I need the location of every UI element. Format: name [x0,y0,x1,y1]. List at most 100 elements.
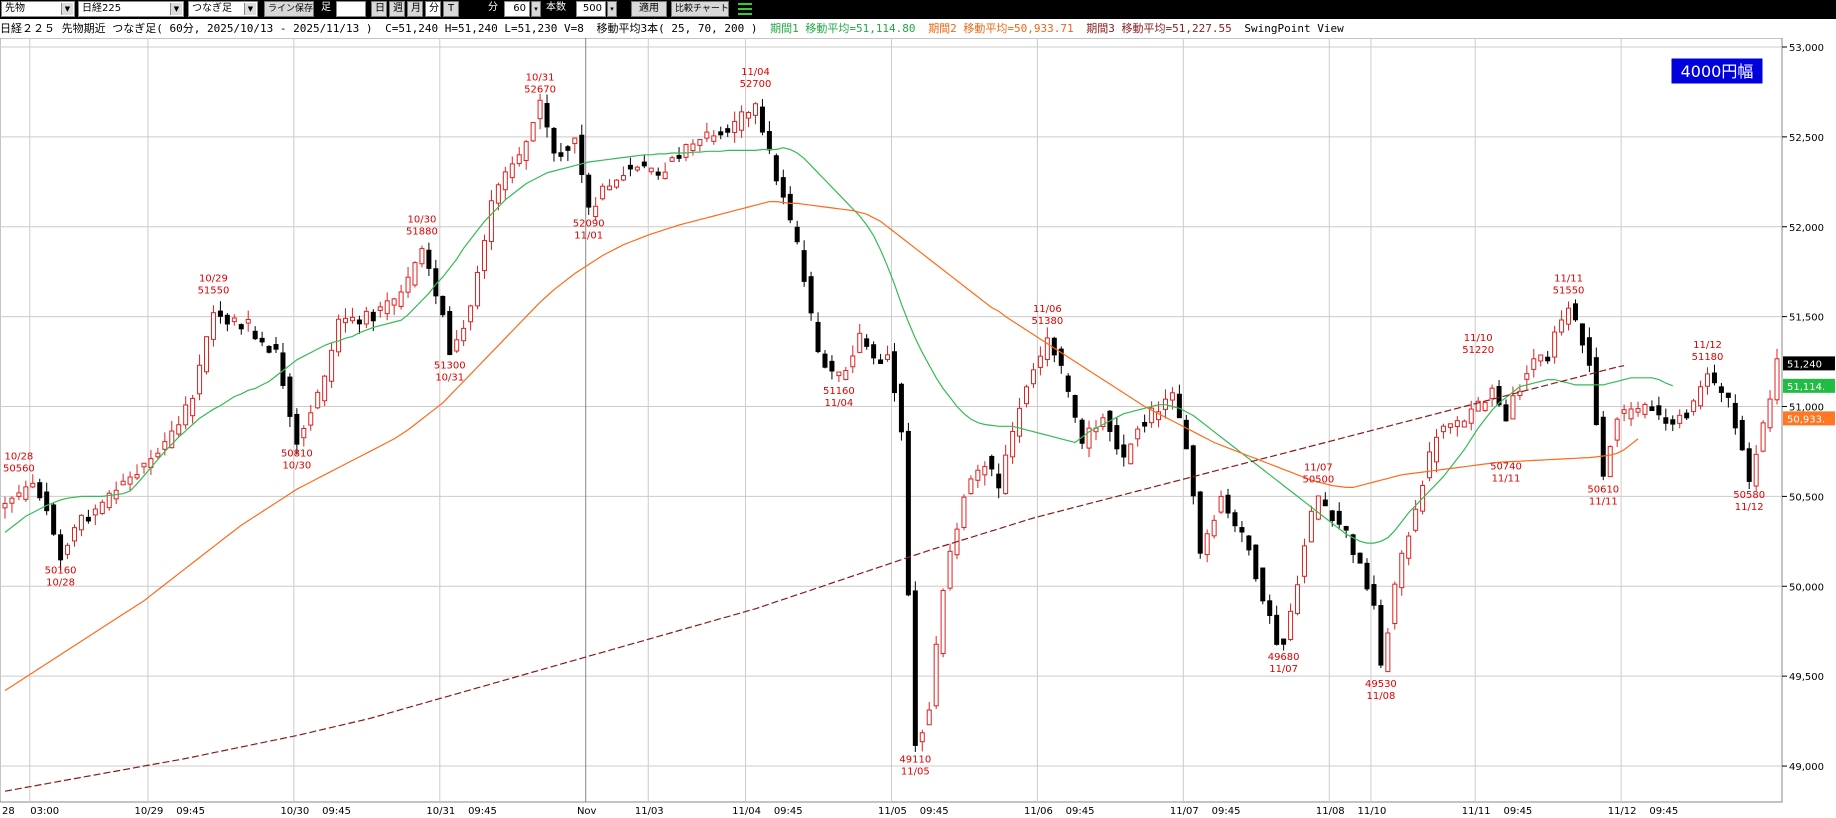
ma3-line [4,365,1625,792]
x-tick-label: 28 [2,806,15,817]
candle [1371,584,1377,606]
candle [641,161,647,167]
candle [127,476,133,485]
candle [523,141,529,162]
candle [30,482,36,488]
candle [1593,357,1599,426]
foot-field[interactable] [336,1,366,17]
minutes-spin-icon[interactable]: ▾ [531,1,541,17]
swing-date: 11/11 [1492,473,1521,484]
compare-chart-button[interactable]: 比較チャート [671,1,729,17]
x-tick-label: 11/08 [1316,806,1345,817]
candle [176,424,182,435]
minutes-field[interactable]: 60 [504,1,530,17]
candle [1468,408,1474,424]
candle [23,486,29,500]
x-tick-label: 11/05 [878,806,907,817]
y-tick-label: 50,000 [1789,582,1824,593]
count-spin-icon[interactable]: ▾ [607,1,617,17]
candle [1718,386,1724,393]
x-tick-label: 09:45 [1503,806,1532,817]
swing-price: 51180 [1692,352,1724,363]
swing-price: 49680 [1268,652,1300,663]
candle [1677,414,1683,424]
candle [1496,386,1502,406]
candle [44,491,50,512]
candle [301,427,307,439]
candle [551,127,557,154]
candle [461,327,467,342]
x-tick-label: 10/30 [280,806,309,817]
candle [155,452,161,458]
candle [1656,405,1662,416]
price-chart[interactable]: 49,000 49,500 50,000 50,500 51,000 51,500 52,0… [0,38,1836,818]
candle [558,152,564,157]
candle [537,99,543,120]
period-minute-button[interactable]: 分 [425,1,441,17]
y-tick-label: 52,000 [1789,223,1824,234]
candle [1322,499,1328,507]
candle [1475,400,1481,412]
x-tick-label: 11/10 [1358,806,1387,817]
candle [1176,393,1182,419]
x-tick-label: 09:45 [774,806,803,817]
swing-price: 49110 [899,754,931,765]
swing-date: 11/01 [574,231,603,242]
candle [607,185,613,191]
swing-date: 10/28 [4,452,33,463]
settings-icon[interactable] [736,1,754,17]
candle [579,134,585,175]
save-line-button[interactable]: ライン保存 [264,1,314,17]
candle [1072,395,1078,418]
period-month-button[interactable]: 月 [407,1,423,17]
contract-value: 日経225 [82,3,122,14]
swing-date: 11/07 [1269,664,1298,675]
candle [336,318,342,353]
contract-select[interactable]: 日経225 ▼ [78,1,184,17]
candle [565,146,571,151]
swing-price: 52090 [573,219,605,230]
candle [1121,444,1127,458]
candle [586,174,592,208]
candle [836,371,842,377]
foot-label: 足 [321,2,331,13]
period-day-button[interactable]: 日 [371,1,387,17]
period-week-button[interactable]: 週 [389,1,405,17]
candle [690,143,696,151]
candle [1183,419,1189,450]
apply-button[interactable]: 適用 [631,1,667,17]
candle [669,157,675,162]
candle [1586,337,1592,366]
candle [1447,423,1453,428]
candle [600,185,606,200]
candle [1128,443,1134,465]
instrument-select[interactable]: 先物 ▼ [1,1,75,17]
swing-date: 11/04 [741,67,770,78]
x-tick-label: 09:45 [1649,806,1678,817]
candle [968,478,974,495]
swing-price: 51550 [198,286,230,297]
candle [169,430,175,449]
candle [343,317,349,324]
candle [51,504,57,535]
candle [593,205,599,218]
candle [481,240,487,272]
candle [238,324,244,330]
swing-date: 11/06 [1033,304,1062,315]
candle [1301,545,1307,577]
x-tick-label: 09:45 [920,806,949,817]
candle [502,171,508,191]
count-field[interactable]: 500 [576,1,606,17]
candle [1538,354,1544,362]
candle [1315,495,1321,520]
period-tick-button[interactable]: T [443,1,459,17]
candle [440,295,446,316]
candle [329,349,335,382]
candle [773,155,779,182]
x-tick-label: 11/06 [1024,806,1053,817]
candle [58,534,64,561]
candle [85,516,91,522]
candle [9,497,15,504]
candle [363,310,369,325]
mode-select[interactable]: つなぎ足 ▼ [188,1,258,17]
